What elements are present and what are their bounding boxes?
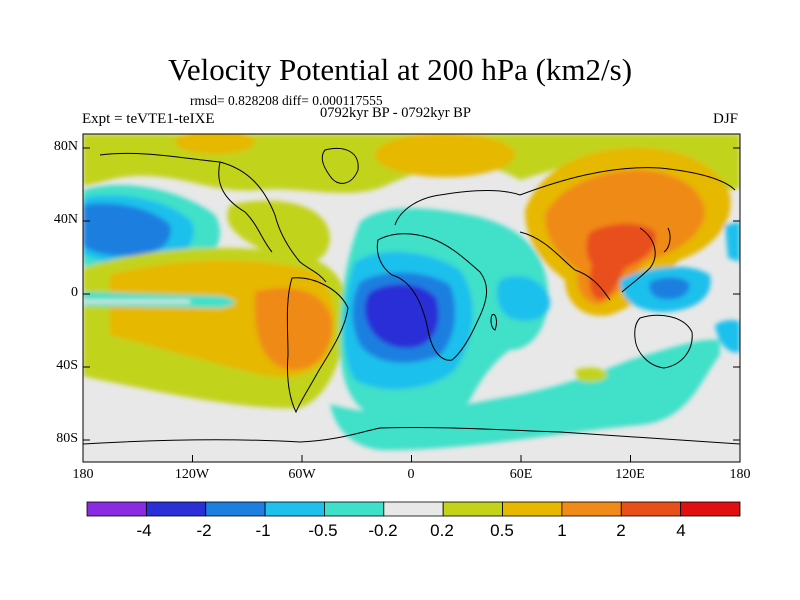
colorbar-label: 2: [616, 521, 626, 540]
colorbar-swatch: [383, 501, 444, 517]
colorbar-label: -1: [255, 521, 271, 540]
axis-ticks: [82, 147, 741, 462]
plot-title: Velocity Potential at 200 hPa (km2/s): [167, 52, 633, 87]
colorbar-label: 1: [557, 521, 567, 540]
colorbar-label: 0.5: [490, 521, 514, 540]
colorbar-label: 0.2: [430, 521, 454, 540]
colorbar-label: -0.5: [308, 521, 338, 540]
lon-label-60w: 60W: [288, 467, 316, 482]
colorbar-swatch: [264, 501, 325, 517]
colorbar-swatch: [502, 501, 563, 517]
contour-field: [83, 134, 740, 462]
experiment-label: Expt = teVTE1-teIXE: [82, 111, 215, 127]
lat-label-40s: 40S: [56, 358, 78, 373]
colorbar-swatch: [680, 501, 741, 517]
colorbar-swatch: [442, 501, 503, 517]
coastlines: [83, 147, 740, 445]
lon-label-0: 0: [407, 467, 415, 482]
lat-label-0: 0: [71, 285, 78, 300]
colorbar-swatch: [324, 501, 385, 517]
lat-label-80n: 80N: [53, 139, 78, 154]
lon-label-120e: 120E: [615, 467, 645, 482]
lon-label-60e: 60E: [509, 467, 533, 482]
region-southern-ocean: [330, 339, 720, 451]
colorbar-label: 4: [676, 521, 686, 540]
colorbar-label: -0.2: [368, 521, 398, 540]
colorbar-swatch: [145, 501, 207, 517]
colorbar-swatch: [620, 501, 682, 517]
region-arctic-orange: [375, 134, 515, 177]
lat-label-40n: 40N: [53, 212, 78, 227]
region-south-china-sea-high: [586, 223, 656, 300]
lon-label-180e: 180: [729, 467, 751, 482]
stats-subtitle: rmsd= 0.828208 diff= 0.000117555: [190, 93, 383, 108]
lat-label-80s: 80S: [56, 431, 78, 446]
colorbar-swatch: [205, 501, 266, 517]
colorbar-label: -4: [136, 521, 152, 540]
colorbar-label: -2: [196, 521, 212, 540]
colorbar-swatch: [86, 501, 147, 517]
colorbar: [86, 501, 741, 517]
lon-label-120w: 120W: [174, 467, 210, 482]
lon-label-180w: 180: [72, 467, 94, 482]
season-label: DJF: [712, 111, 738, 127]
colorbar-swatch: [561, 501, 622, 517]
period-subtitle: 0792kyr BP - 0792kyr BP: [320, 105, 471, 121]
